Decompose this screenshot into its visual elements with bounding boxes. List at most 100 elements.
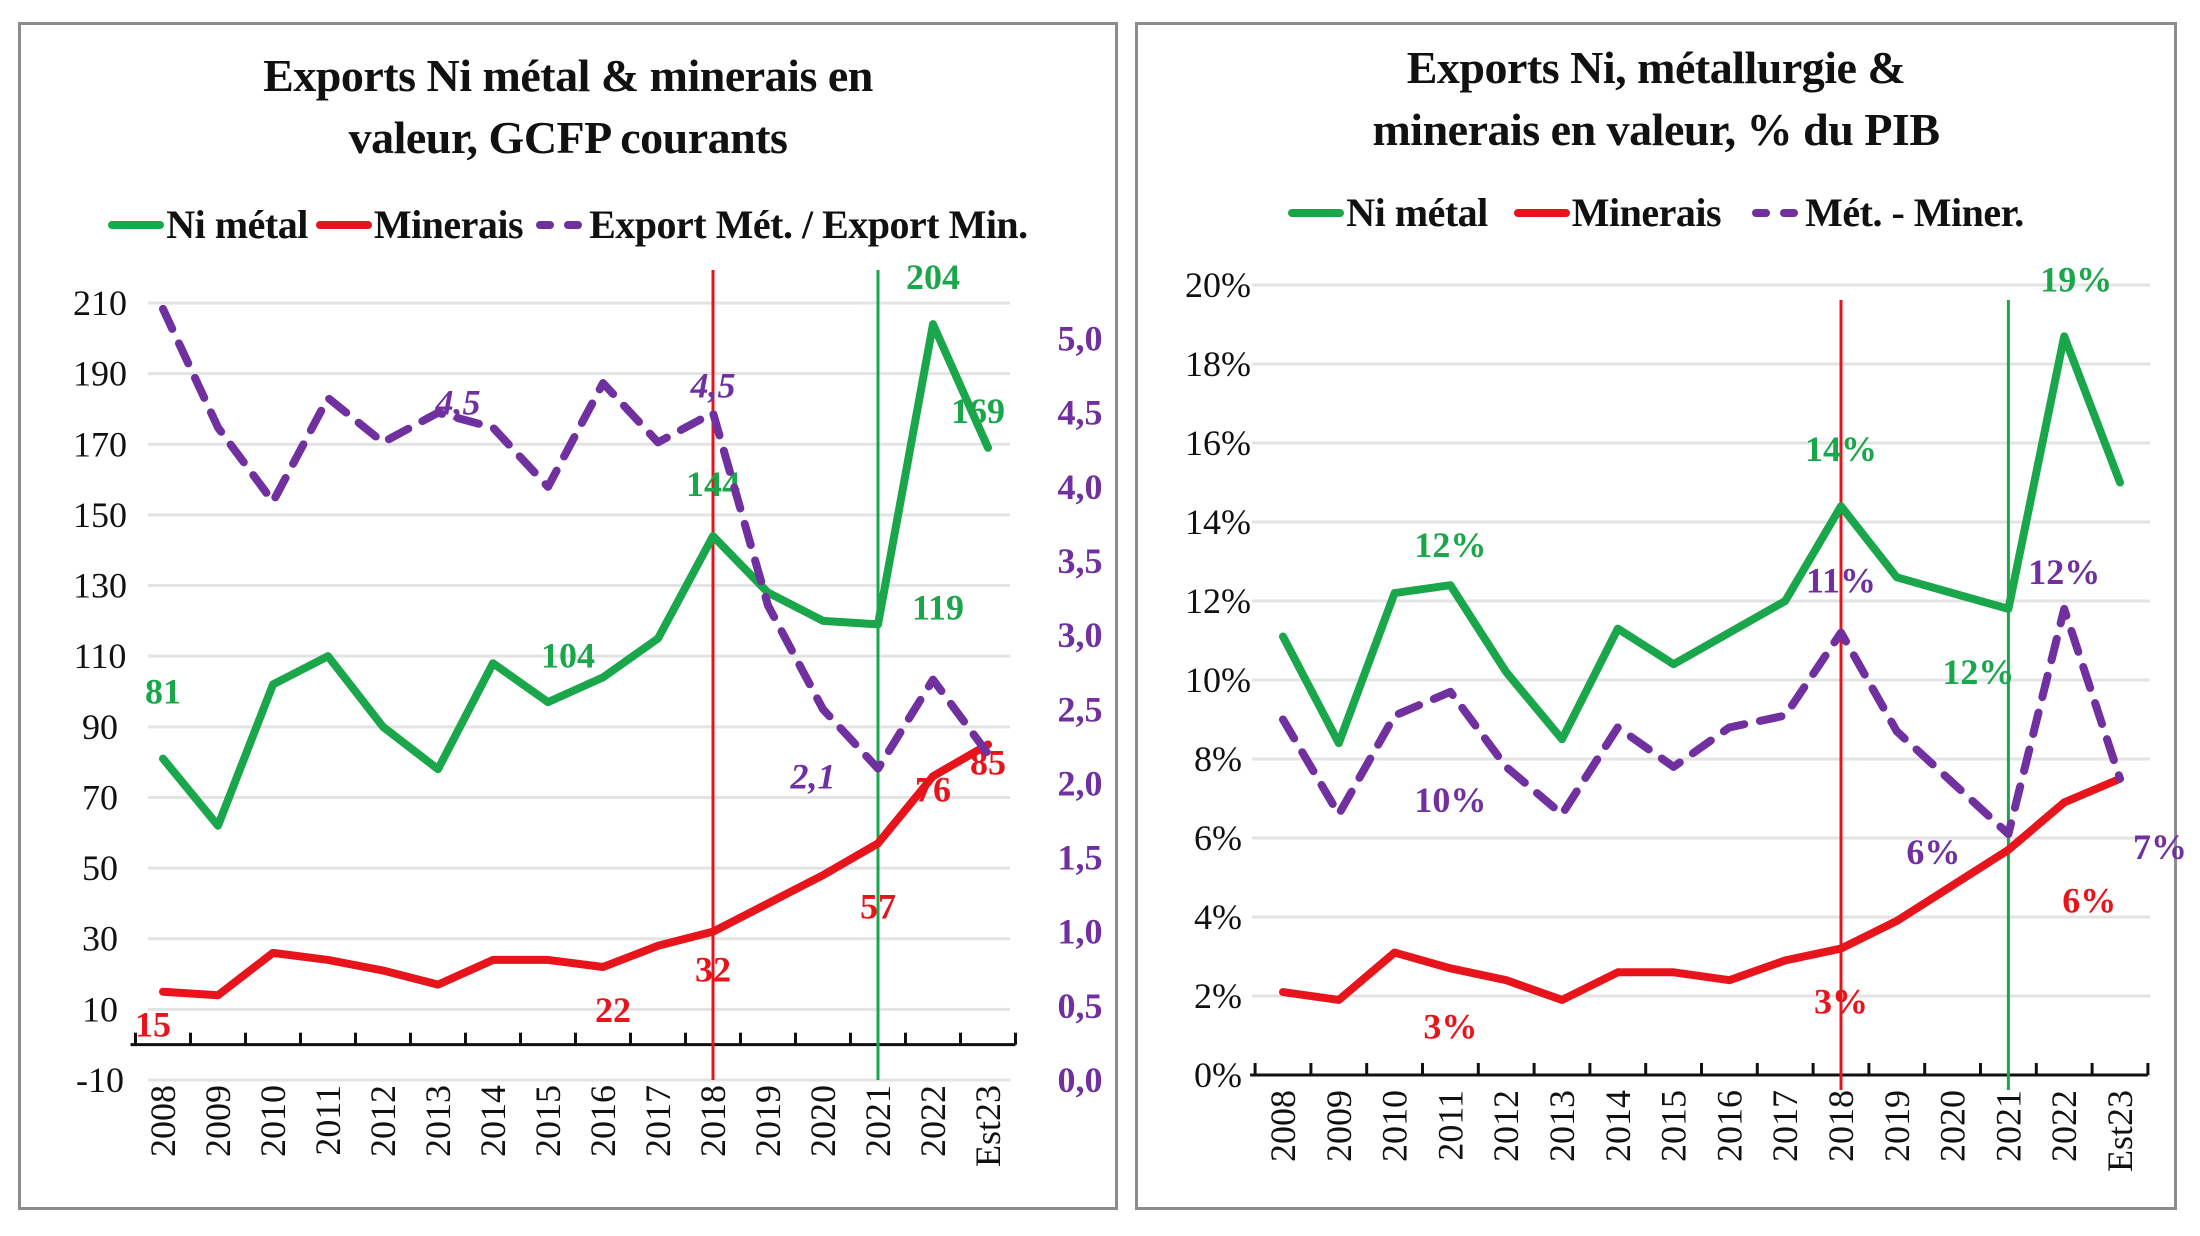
y2-tick-label: 5,0 (1058, 319, 1103, 359)
series-line-ni-m-tal (1279, 332, 2124, 748)
x-tick-label: 2018 (693, 1085, 733, 1157)
x-tick-label: 2014 (473, 1085, 513, 1157)
y2-tick-label: 2,0 (1058, 763, 1103, 803)
chart-title-line-2: minerais en valeur, % du PIB (1372, 104, 1940, 155)
legend-gcfp: Ni métal Minerais Export Mét. / Export M… (21, 201, 1115, 248)
x-tick-label: 2017 (638, 1085, 678, 1157)
data-label: 81 (145, 672, 181, 712)
x-tick-label: 2011 (308, 1085, 348, 1156)
chart-title-pib: Exports Ni, métallurgie & minerais en va… (1138, 37, 2174, 161)
y-tick-label: 50 (82, 848, 118, 888)
y-tick-label: 20% (1185, 265, 1251, 305)
x-tick-label: 2021 (858, 1085, 898, 1157)
y-tick-label: 150 (73, 495, 127, 535)
y-tick-label: 4% (1194, 897, 1242, 937)
legend-swatch-diff (1747, 208, 1803, 217)
x-tick-label: 2013 (418, 1085, 458, 1157)
data-label: 204 (906, 257, 960, 297)
legend-label-minerais: Minerais (373, 202, 524, 247)
data-label: 22 (595, 990, 631, 1030)
y2-tick-label: 3,0 (1058, 615, 1103, 655)
x-tick-label: 2021 (1988, 1090, 2028, 1162)
y2-tick-label: 4,0 (1058, 467, 1103, 507)
y-tick-label: 16% (1185, 423, 1251, 463)
data-label: 6% (1906, 832, 1960, 872)
y-tick-label: 70 (82, 777, 118, 817)
series-line-ni-m-tal (159, 320, 992, 830)
legend-label-ni-metal: Ni métal (166, 202, 308, 247)
legend-item-ratio: Export Mét. / Export Min. (531, 201, 1028, 248)
data-label: 11% (1806, 561, 1876, 601)
x-tick-label: 2020 (1933, 1090, 1973, 1162)
x-tick-label: 2017 (1765, 1090, 1805, 1162)
y-tick-label: 190 (73, 354, 127, 394)
y-tick-label: 10 (82, 989, 118, 1029)
x-tick-label: 2012 (363, 1085, 403, 1157)
data-label: 6% (2062, 880, 2116, 920)
x-tick-label: 2010 (1375, 1090, 1415, 1162)
data-label: 12% (2028, 552, 2100, 592)
chart-title-line-2: valeur, GCFP courants (348, 112, 788, 163)
y2-tick-label: 4,5 (1058, 393, 1103, 433)
legend-pib: Ni métal Minerais Mét. - Miner. (1138, 189, 2174, 236)
legend-label-ratio: Export Mét. / Export Min. (589, 202, 1028, 247)
x-tick-label: 2010 (253, 1085, 293, 1157)
legend-swatch-minerais (1513, 208, 1570, 217)
data-label: 4,5 (690, 366, 736, 406)
data-label: 7% (2133, 827, 2187, 867)
y-tick-label: 110 (74, 636, 127, 676)
series-line-minerais (159, 740, 992, 1000)
x-tick-label: 2016 (1709, 1090, 1749, 1162)
legend-label-diff: Mét. - Miner. (1805, 190, 2024, 235)
y-tick-label: 2% (1194, 976, 1242, 1016)
legend-label-minerais: Minerais (1571, 190, 1722, 235)
y2-tick-label: 2,5 (1058, 689, 1103, 729)
series-line-minerais (1279, 774, 2124, 1004)
y-tick-label: 170 (73, 424, 127, 464)
legend-swatch-ni-metal (108, 220, 165, 229)
legend-swatch-ni-metal (1288, 208, 1345, 217)
y-tick-label: -10 (76, 1060, 124, 1100)
x-tick-label: 2020 (803, 1085, 843, 1157)
y-tick-label: 0% (1194, 1055, 1242, 1095)
data-label: 3% (1423, 1006, 1477, 1046)
data-label: 3% (1814, 982, 1868, 1022)
x-tick-label: 2022 (913, 1085, 953, 1157)
chart-title-line-1: Exports Ni, métallurgie & (1406, 42, 1906, 93)
data-label: 32 (695, 950, 731, 990)
y-tick-label: 30 (82, 919, 118, 959)
x-tick-label: Est23 (2100, 1090, 2140, 1172)
data-label: 14% (1805, 429, 1877, 469)
chart-title-line-1: Exports Ni métal & minerais en (263, 50, 873, 101)
x-tick-label: 2014 (1598, 1090, 1638, 1162)
x-tick-label: 2011 (1430, 1090, 1470, 1161)
x-tick-label: 2019 (1877, 1090, 1917, 1162)
x-tick-label: 2008 (143, 1085, 183, 1157)
legend-swatch-ratio (531, 220, 587, 229)
x-tick-label: 2019 (748, 1085, 788, 1157)
legend-item-minerais: Minerais (315, 201, 524, 248)
legend-swatch-minerais (315, 220, 372, 229)
chart-panel-pib: Exports Ni, métallurgie & minerais en va… (1135, 22, 2177, 1210)
data-label: 10% (1414, 780, 1486, 820)
y-tick-label: 12% (1185, 581, 1251, 621)
legend-item-ni-metal: Ni métal (1288, 189, 1488, 236)
x-tick-label: 2012 (1486, 1090, 1526, 1162)
x-tick-label: 2013 (1542, 1090, 1582, 1162)
data-label: 2,1 (790, 757, 836, 797)
y-tick-label: 130 (73, 566, 127, 606)
x-tick-label: 2015 (1654, 1090, 1694, 1162)
y-tick-label: 10% (1185, 660, 1251, 700)
y2-tick-label: 1,5 (1058, 838, 1103, 878)
data-label: 12% (1942, 652, 2014, 692)
data-label: 15 (135, 1005, 171, 1045)
data-label: 57 (860, 886, 896, 926)
legend-item-ni-metal: Ni métal (108, 201, 308, 248)
legend-item-diff: Mét. - Miner. (1747, 189, 2024, 236)
x-tick-label: 2009 (1319, 1090, 1359, 1162)
series-line-m-t-miner- (1279, 604, 2124, 839)
data-label: 119 (912, 587, 964, 627)
y-tick-label: 8% (1194, 739, 1242, 779)
x-tick-label: 2008 (1263, 1090, 1303, 1162)
